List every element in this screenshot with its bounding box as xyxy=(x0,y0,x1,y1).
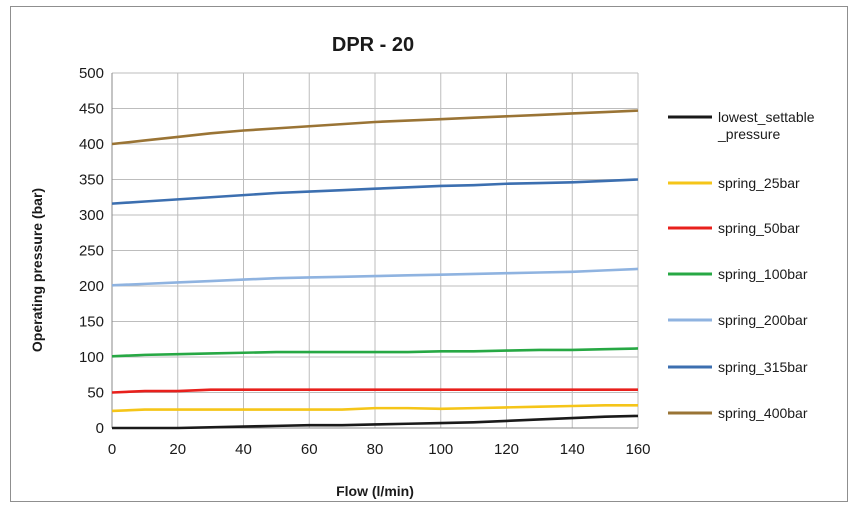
legend: lowest_settable _pressure spring_25barspri… xyxy=(668,109,815,421)
x-tick-label: 140 xyxy=(560,441,585,458)
legend-label: spring_25bar xyxy=(718,175,800,191)
x-tick-labels: 0 20 40 60 80 100 120 140 160 xyxy=(108,441,651,458)
x-tick-label: 60 xyxy=(301,441,318,458)
series-line-spring_315bar xyxy=(111,178,639,205)
chart-title: DPR - 20 xyxy=(332,34,414,56)
y-tick-label: 350 xyxy=(79,172,104,189)
y-tick-label: 100 xyxy=(79,349,104,366)
y-tick-label: 50 xyxy=(87,385,104,402)
y-tick-label: 450 xyxy=(79,101,104,118)
y-tick-label: 200 xyxy=(79,278,104,295)
x-tick-label: 80 xyxy=(367,441,384,458)
x-axis-title: Flow (l/min) xyxy=(336,483,414,499)
legend-label: spring_400bar xyxy=(718,405,808,421)
y-tick-labels: 0 50 100 150 200 250 300 350 400 450 500 xyxy=(79,65,104,437)
x-tick-label: 160 xyxy=(625,441,650,458)
y-tick-label: 0 xyxy=(96,420,104,437)
series-line-spring_50bar xyxy=(111,388,638,394)
y-tick-label: 500 xyxy=(79,65,104,82)
series-lines xyxy=(111,109,639,430)
y-tick-label: 250 xyxy=(79,243,104,260)
y-axis-title: Operating pressure (bar) xyxy=(29,188,45,352)
x-tick-label: 40 xyxy=(235,441,252,458)
y-tick-label: 300 xyxy=(79,207,104,224)
grid xyxy=(111,72,639,429)
x-tick-label: 0 xyxy=(108,441,116,458)
series-line-spring_200bar xyxy=(111,267,639,287)
x-tick-label: 120 xyxy=(494,441,519,458)
chart-frame xyxy=(10,6,848,502)
series-line-spring_25bar xyxy=(111,403,638,413)
legend-label: spring_315bar xyxy=(718,359,808,375)
x-tick-label: 100 xyxy=(428,441,453,458)
series-line-spring_100bar xyxy=(111,347,639,358)
x-tick-label: 20 xyxy=(169,441,186,458)
series-line-lowest_settable_pressure xyxy=(112,414,639,430)
legend-label: lowest_settable _pressure xyxy=(717,109,815,142)
series-line-spring_400bar xyxy=(111,109,639,146)
y-tick-label: 150 xyxy=(79,314,104,331)
legend-label: spring_100bar xyxy=(718,266,808,282)
y-tick-label: 400 xyxy=(79,136,104,153)
legend-label: spring_200bar xyxy=(718,312,808,328)
legend-label: spring_50bar xyxy=(718,220,800,236)
